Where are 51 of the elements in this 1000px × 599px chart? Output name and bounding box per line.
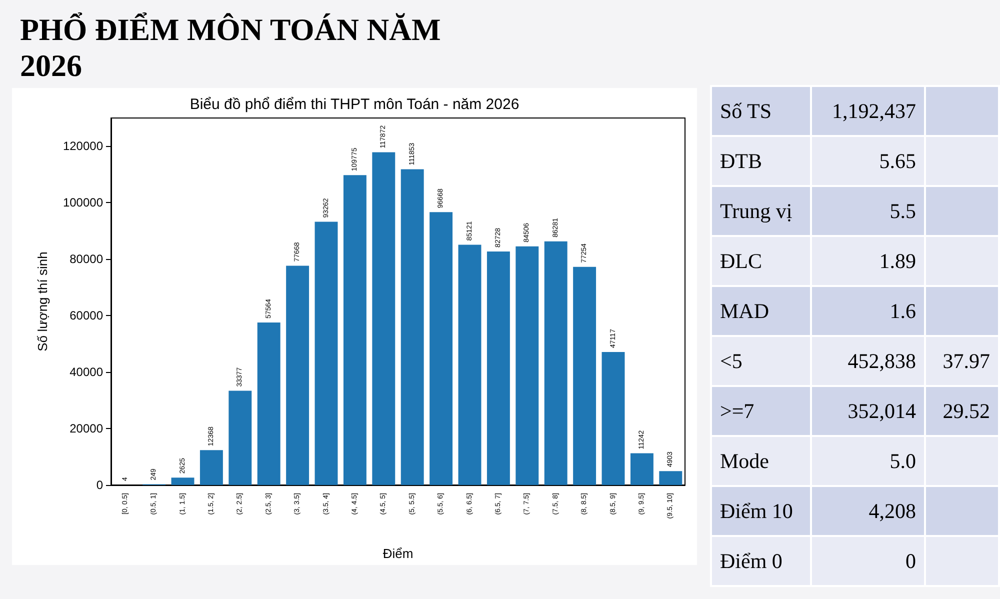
y-tick-label: 60000: [70, 308, 104, 323]
bar: [257, 322, 280, 485]
bar: [486, 251, 510, 485]
bar: [544, 241, 568, 485]
bar: [400, 169, 424, 485]
text: 1.6: [890, 298, 916, 322]
text: 5.5: [890, 198, 916, 222]
bar: [458, 244, 482, 485]
category-label: >=7: [711, 386, 811, 436]
text: 4,208: [868, 498, 916, 522]
category-label: ĐLC: [711, 236, 811, 286]
bar: [630, 453, 654, 485]
bar: [659, 471, 682, 485]
bar: [314, 222, 338, 485]
y-tick-label: 100000: [62, 196, 104, 210]
bar: [573, 266, 596, 485]
category-label: Mode: [711, 436, 811, 486]
bar: [372, 152, 396, 485]
bar: [228, 390, 252, 485]
text: 29.52: [942, 398, 990, 422]
bar: [602, 352, 625, 485]
bar: [171, 478, 194, 485]
category-label: Trung vị: [711, 186, 811, 236]
category-label: Điểm 10: [711, 486, 811, 536]
category-label: ĐTB: [711, 136, 811, 186]
text: 5.65: [879, 148, 916, 172]
text: 352,014: [848, 398, 916, 422]
bar: [286, 266, 310, 485]
text: 5.0: [890, 448, 916, 472]
y-axis-title: Số lượng thí sinh: [35, 252, 50, 352]
text: 1.89: [879, 248, 916, 272]
text: 0: [906, 548, 916, 572]
text: 1,192,437: [832, 98, 916, 122]
bar: [343, 175, 366, 485]
y-tick-label: 120000: [62, 139, 104, 154]
y-tick-label: 40000: [70, 365, 104, 380]
x-axis-title: Điểm: [382, 546, 414, 561]
y-tick-label: 80000: [70, 252, 104, 266]
text: 37.97: [942, 348, 990, 372]
category-label: Điểm 0: [711, 536, 811, 586]
category-label: Số TS: [711, 86, 811, 136]
bar: [430, 212, 453, 485]
bar: [516, 246, 539, 485]
text: 452,838: [848, 348, 916, 372]
category-label: MAD: [711, 286, 811, 336]
y-tick-label: 20000: [70, 422, 104, 436]
category-label: <5: [711, 336, 811, 386]
bar: [200, 450, 223, 485]
chart-subtitle: Biểu đồ phổ điểm thi THPT môn Toán - năm 2026: [190, 96, 520, 113]
chart-title: PHỔ ĐIỂM MÔN TOÁN NĂM 2026: [20, 12, 442, 84]
y-tick-label: 0: [96, 478, 104, 492]
